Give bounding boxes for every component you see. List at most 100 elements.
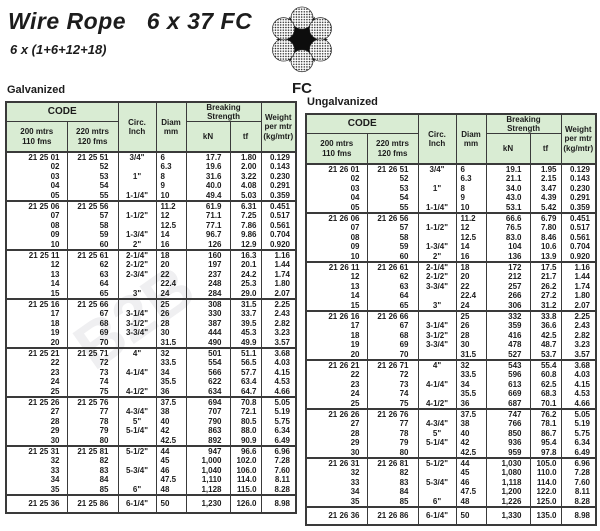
cell-code-200: 15	[5, 288, 68, 299]
cell-code-200: 22	[5, 358, 68, 368]
cell-diam: 30	[455, 340, 487, 350]
cell-tf: 115.0	[229, 484, 262, 496]
cell-kn: 43.0	[485, 193, 531, 203]
table-row: 10 60 2" 16 136 13.9 0.920	[305, 251, 597, 262]
cell-tf: 51.1	[229, 348, 262, 359]
cell-diam: 22.4	[155, 279, 187, 289]
cell-code-220: 80	[366, 447, 419, 459]
fiber-core-star	[275, 16, 329, 63]
cell-weight: 4.03	[560, 370, 597, 380]
cell-weight: 4.15	[560, 379, 597, 390]
cell-code-200: 21 25 11	[5, 249, 68, 261]
cell-circ: 3-3/4"	[417, 340, 457, 350]
cell-code-200: 19	[305, 340, 368, 350]
cell-code-200: 19	[5, 328, 68, 338]
cell-code-200: 13	[5, 269, 68, 280]
cell-tf: 36.6	[529, 321, 562, 331]
cell-code-200: 13	[305, 281, 368, 292]
table-row: 28 78 5" 40 790 80.5 5.75	[5, 416, 297, 427]
cell-code-220: 21 26 51	[366, 163, 419, 175]
cell-kn: 126	[185, 239, 231, 250]
cell-weight: 2.43	[560, 321, 597, 331]
cell-weight: 0.359	[560, 202, 597, 213]
cell-code-200: 21 26 16	[305, 310, 368, 322]
cell-code-220: 52	[366, 174, 419, 184]
cell-code-220: 68	[366, 330, 419, 341]
cell-diam: 46	[155, 465, 187, 476]
cell-kn: 76.5	[485, 223, 531, 233]
cell-code-220: 72	[366, 370, 419, 380]
cell-diam: 25	[455, 310, 487, 322]
cell-code-200: 27	[5, 407, 68, 417]
cell-diam: 34	[455, 379, 487, 390]
cell-tf: 48.7	[529, 340, 562, 350]
cell-circ: 5-1/4"	[117, 426, 157, 436]
cell-kn: 66.6	[485, 212, 531, 224]
cell-code-200: 21 25 31	[5, 446, 68, 457]
cell-circ	[417, 232, 457, 243]
cell-code-220: 80	[66, 435, 119, 447]
cell-tf: 3.22	[229, 171, 262, 182]
cell-weight: 0.230	[260, 171, 297, 182]
cell-code-220: 74	[66, 377, 119, 387]
cell-kn: 554	[185, 358, 231, 368]
cell-kn: 1,110	[185, 475, 231, 485]
cell-tf: 25.3	[229, 279, 262, 289]
table-row: 18 68 3-1/2" 28 387 39.5 2.82	[5, 318, 297, 329]
row-group: 21 26 26 21 26 76 37.5 747 76.2 5.05 27 77 4-3/4…	[305, 409, 597, 459]
cell-circ: 5"	[417, 428, 457, 439]
table-row: 02 52 6.3 19.6 2.00 0.143	[5, 162, 297, 172]
cell-weight: 0.451	[260, 200, 297, 212]
cell-code-220: 82	[366, 468, 419, 478]
cell-code-220: 21 25 71	[66, 348, 119, 359]
cell-tf: 4.08	[229, 181, 262, 191]
cell-code-220: 63	[366, 281, 419, 292]
cell-weight: 1.74	[560, 281, 597, 292]
header-code-200: 200 mtrs 110 fms	[5, 121, 68, 153]
header-code: CODE	[305, 114, 419, 135]
cell-circ: 5-1/4"	[417, 438, 457, 448]
table-row: 30 80 42.5 959 97.8 6.49	[305, 447, 597, 459]
cell-tf: 7.25	[229, 211, 262, 221]
cell-diam: 9	[155, 181, 187, 191]
cell-weight: 2.25	[260, 298, 297, 310]
cell-code-200: 30	[5, 435, 68, 447]
cell-kn: 308	[185, 298, 231, 310]
cell-kn: 687	[485, 398, 531, 410]
cell-weight: 4.15	[260, 367, 297, 378]
cell-tf: 95.4	[529, 438, 562, 448]
table-row: 34 84 47.5 1,110 114.0 8.11	[5, 475, 297, 485]
cell-diam: 28	[455, 330, 487, 341]
cell-kn: 1,330	[485, 507, 531, 525]
row-group: 21 25 01 21 25 51 3/4" 6 17.7 1.80 0.129 02 52 6.…	[5, 151, 297, 201]
cell-diam: 22	[155, 269, 187, 280]
cell-tf: 80.5	[229, 416, 262, 427]
cell-diam: 40	[155, 416, 187, 427]
cell-code-220: 72	[66, 358, 119, 368]
cell-diam: 34	[155, 367, 187, 378]
cell-kn: 49.4	[185, 190, 231, 201]
cell-tf: 76.2	[529, 409, 562, 420]
cell-code-220: 21 25 56	[66, 200, 119, 212]
cell-code-220: 83	[66, 465, 119, 476]
cell-code-220: 21 25 81	[66, 446, 119, 457]
cell-code-220: 75	[366, 398, 419, 410]
row-group: 21 26 11 21 26 61 2-1/4" 18 172 17.5 1.16 12 62 2…	[305, 261, 597, 311]
cell-diam: 12.5	[455, 232, 487, 243]
cell-kn: 1,080	[485, 468, 531, 478]
cell-code-200: 21 25 26	[5, 397, 68, 408]
header-code-200: 200 mtrs 110 fms	[305, 133, 368, 165]
cell-weight: 0.230	[560, 183, 597, 194]
cell-tf: 114.0	[229, 475, 262, 485]
cell-diam: 37.5	[455, 409, 487, 420]
cell-tf: 24.2	[229, 269, 262, 280]
cell-weight: 6.96	[260, 446, 297, 457]
cell-tf: 70.8	[229, 397, 262, 408]
cell-weight: 0.704	[560, 242, 597, 252]
table-row: 29 79 5-1/4" 42 936 95.4 6.34	[305, 438, 597, 448]
cell-circ	[117, 358, 157, 368]
cell-circ: 5"	[117, 416, 157, 427]
table-header: CODE Circ. Inch Diam mm Breaking Strengt…	[305, 114, 597, 165]
cell-diam: 16	[155, 239, 187, 250]
cell-code-200: 20	[305, 349, 368, 360]
